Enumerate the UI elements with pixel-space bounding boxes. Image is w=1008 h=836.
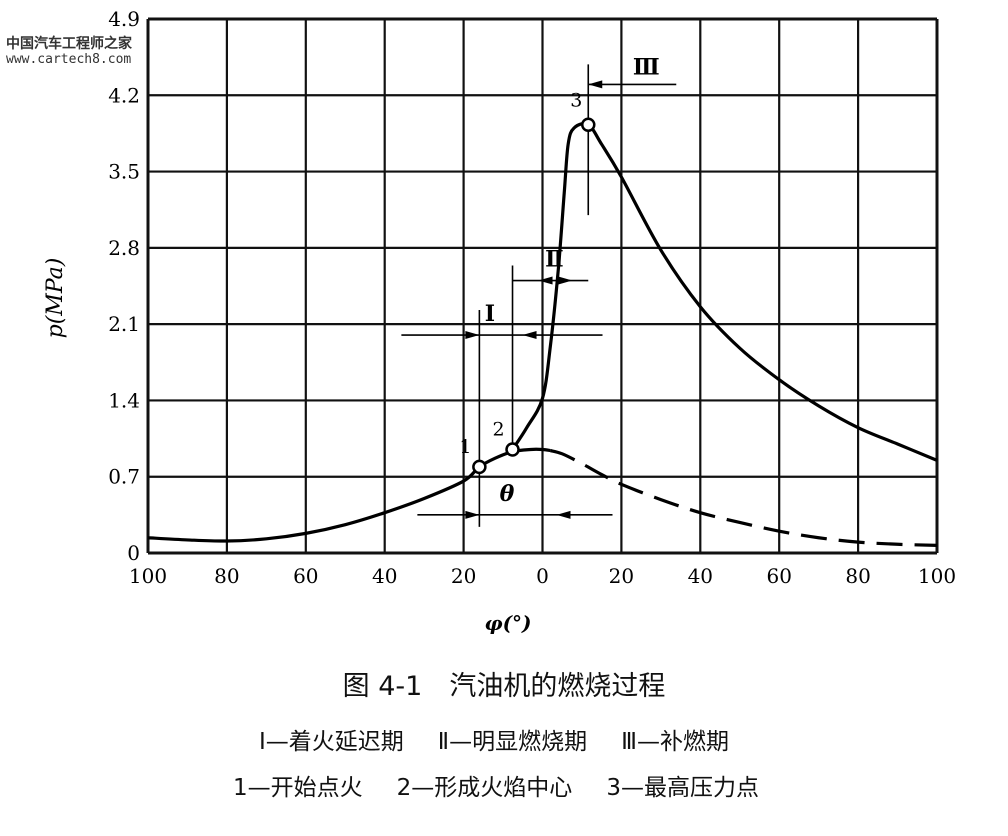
watermark-url: www.cartech8.com	[6, 52, 132, 67]
markers: 12 3	[459, 90, 596, 475]
figure-caption: 图 4-1 汽油机的燃烧过程	[342, 671, 666, 702]
marker-point-2	[505, 442, 520, 457]
interval-label: θ	[500, 481, 515, 507]
motoring-curve-dashed	[549, 449, 938, 547]
y-axis-label: p(MPa)	[43, 258, 68, 339]
arrow-head	[538, 276, 553, 285]
arrow-head	[465, 331, 480, 340]
y-tick-label: 3.5	[108, 160, 140, 184]
x-tick-label: 20	[609, 564, 634, 588]
marker-point-1	[472, 459, 487, 475]
curves	[147, 122, 938, 547]
x-tick-label: 100	[129, 564, 167, 588]
y-tick-label: 2.1	[108, 312, 140, 336]
x-tick-label: 40	[688, 564, 713, 588]
y-tick-label: 0.7	[108, 465, 140, 489]
arrow-head	[556, 510, 571, 519]
x-tick-label: 0	[536, 564, 549, 588]
legend-point-3: 3—最高压力点	[606, 775, 759, 801]
watermark-name: 中国汽车工程师之家	[6, 36, 132, 52]
interval-label: Ⅰ	[485, 301, 495, 327]
legend-phase-3: Ⅲ—补燃期	[621, 729, 729, 755]
arrow-head	[588, 80, 603, 89]
legend-point-1: 1—开始点火	[233, 775, 363, 801]
x-tick-label: 100	[918, 564, 956, 588]
y-tick-label: 2.8	[108, 236, 140, 260]
interval-label: Ⅱ	[545, 247, 564, 273]
watermark: 中国汽车工程师之家 www.cartech8.com	[6, 36, 132, 68]
interval-label: Ⅲ	[633, 54, 660, 80]
grid	[146, 17, 939, 555]
phase-legend: Ⅰ—着火延迟期 Ⅱ—明显燃烧期 Ⅲ—补燃期	[0, 722, 998, 756]
marker-label: 3	[570, 90, 582, 112]
y-tick-label: 4.9	[108, 7, 140, 31]
legend-point-2: 2—形成火焰中心	[396, 775, 573, 801]
x-tick-label: 40	[372, 564, 397, 588]
y-tick-label: 0	[127, 541, 140, 565]
x-tick-label: 80	[214, 564, 239, 588]
arrow-head	[522, 331, 537, 340]
x-tick-label: 60	[766, 564, 791, 588]
pressure-curve-0	[147, 447, 551, 543]
x-axis-label: φ(°)	[484, 611, 531, 635]
arrow-head	[558, 276, 573, 285]
tick-labels: 100 80 60 40 20 0 20 40 60 80 10000.71.42.12.83.54…	[108, 7, 956, 588]
marker-label: 2	[492, 418, 504, 440]
legend-phase-2: Ⅱ—明显燃烧期	[437, 729, 588, 755]
marker-point-3	[581, 117, 596, 132]
arrow-head	[465, 510, 480, 519]
y-tick-label: 4.2	[108, 83, 140, 107]
point-legend: 1—开始点火 2—形成火焰中心 3—最高压力点	[0, 768, 1000, 802]
pressure-curve-2	[511, 122, 938, 462]
legend-phase-1: Ⅰ—着火延迟期	[259, 729, 404, 755]
y-tick-label: 1.4	[108, 388, 140, 412]
marker-label: 1	[459, 436, 471, 458]
x-tick-label: 80	[845, 564, 870, 588]
x-tick-label: 60	[293, 564, 318, 588]
x-tick-label: 20	[451, 564, 476, 588]
